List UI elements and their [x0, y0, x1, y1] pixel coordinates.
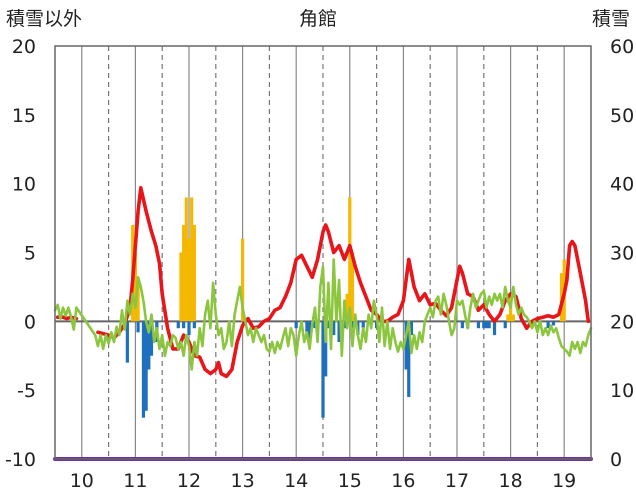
- x-tick-label: 11: [123, 470, 147, 492]
- x-tick-label: 17: [445, 470, 469, 492]
- series-line-green_line: [53, 258, 593, 371]
- bar-blue_bars: [476, 321, 481, 329]
- bar-blue_bars: [144, 321, 148, 411]
- y-right-tick-label: 60: [610, 36, 634, 58]
- x-tick-label: 14: [284, 470, 308, 492]
- y-right-tick-label: 30: [610, 243, 634, 265]
- bar-blue_bars: [187, 321, 191, 336]
- bar-blue_bars: [482, 321, 486, 329]
- bar-orange_bars: [133, 252, 137, 322]
- y-left-tick-label: -10: [5, 449, 36, 471]
- bar-blue_bars: [141, 321, 146, 418]
- bar-blue_bars: [350, 321, 355, 329]
- x-tick-label: 13: [231, 470, 255, 492]
- x-tick-label: 16: [391, 470, 415, 492]
- plot-frame: [54, 45, 592, 460]
- y-right-tick-label: 0: [610, 449, 622, 471]
- bar-orange_bars: [345, 293, 349, 322]
- left-axis-title: 積雪以外: [6, 8, 83, 30]
- bar-orange_bars: [511, 314, 515, 322]
- tick-labels: -10 -5 0 5 10 15 20 0 10 20 30 40 50 60 10 11 12 13 14 15 16…: [5, 36, 634, 492]
- bar-blue_bars: [321, 321, 325, 418]
- bar-orange_bars: [187, 238, 191, 322]
- bar-orange_bars: [506, 314, 510, 322]
- y-right-tick-label: 50: [610, 105, 634, 127]
- bar-orange_bars: [192, 224, 196, 322]
- x-tick-label: 10: [70, 470, 94, 492]
- bar-blue_bars: [409, 321, 414, 336]
- y-left-tick-label: 10: [12, 174, 36, 196]
- bar-blue_bars: [125, 321, 129, 363]
- bar-blue_bars: [332, 321, 336, 336]
- right-axis-title: 積雪: [591, 8, 630, 30]
- bar-blue_bars: [326, 321, 330, 329]
- chart-title: 角館: [298, 8, 337, 30]
- x-tick-label: 19: [552, 470, 576, 492]
- bar-orange_bars: [190, 197, 194, 322]
- y-right-tick-label: 40: [610, 174, 634, 196]
- y-left-tick-label: -5: [17, 380, 36, 402]
- plot-border: [54, 45, 592, 460]
- bar-blue_bars: [460, 321, 464, 329]
- bar-blue_bars: [503, 321, 507, 329]
- bar-blue_bars: [361, 321, 365, 329]
- bar-orange_bars: [241, 238, 245, 322]
- bar-blue_bars: [182, 321, 186, 329]
- bar-blue_bars: [484, 321, 489, 329]
- bar-blue_bars: [337, 321, 341, 342]
- bar-orange_bars: [348, 197, 352, 322]
- bar-blue_bars: [487, 321, 491, 329]
- y-left-tick-label: 15: [12, 105, 36, 127]
- bar-blue_bars: [404, 321, 408, 370]
- bar-blue_bars: [176, 321, 180, 329]
- bar-blue_bars: [294, 321, 298, 329]
- bar-blue_bars: [149, 321, 154, 356]
- bar-blue_bars: [313, 321, 317, 329]
- x-tick-label: 15: [338, 470, 362, 492]
- y-left-tick-label: 20: [12, 36, 36, 58]
- bar-blue_bars: [147, 321, 151, 370]
- bar-blue_bars: [308, 321, 312, 342]
- x-tick-label: 12: [177, 470, 201, 492]
- y-right-tick-label: 10: [610, 380, 634, 402]
- bars-layer: [125, 197, 566, 418]
- bar-blue_bars: [407, 321, 411, 398]
- bar-blue_bars: [551, 321, 556, 326]
- bar-blue_bars: [136, 321, 140, 333]
- bar-orange_bars: [179, 252, 183, 322]
- y-left-tick-label: 0: [24, 311, 36, 333]
- bar-orange_bars: [350, 252, 355, 322]
- y-left-tick-label: 5: [24, 243, 36, 265]
- y-right-tick-label: 20: [610, 311, 634, 333]
- bar-blue_bars: [192, 321, 196, 329]
- bar-blue_bars: [546, 321, 550, 329]
- x-tick-label: 18: [499, 470, 523, 492]
- bar-orange_bars: [184, 197, 188, 322]
- bar-blue_bars: [305, 321, 309, 333]
- bar-orange_bars: [136, 280, 140, 322]
- bar-blue_bars: [324, 321, 328, 377]
- bar-orange_bars: [182, 224, 186, 322]
- bar-blue_bars: [492, 321, 497, 336]
